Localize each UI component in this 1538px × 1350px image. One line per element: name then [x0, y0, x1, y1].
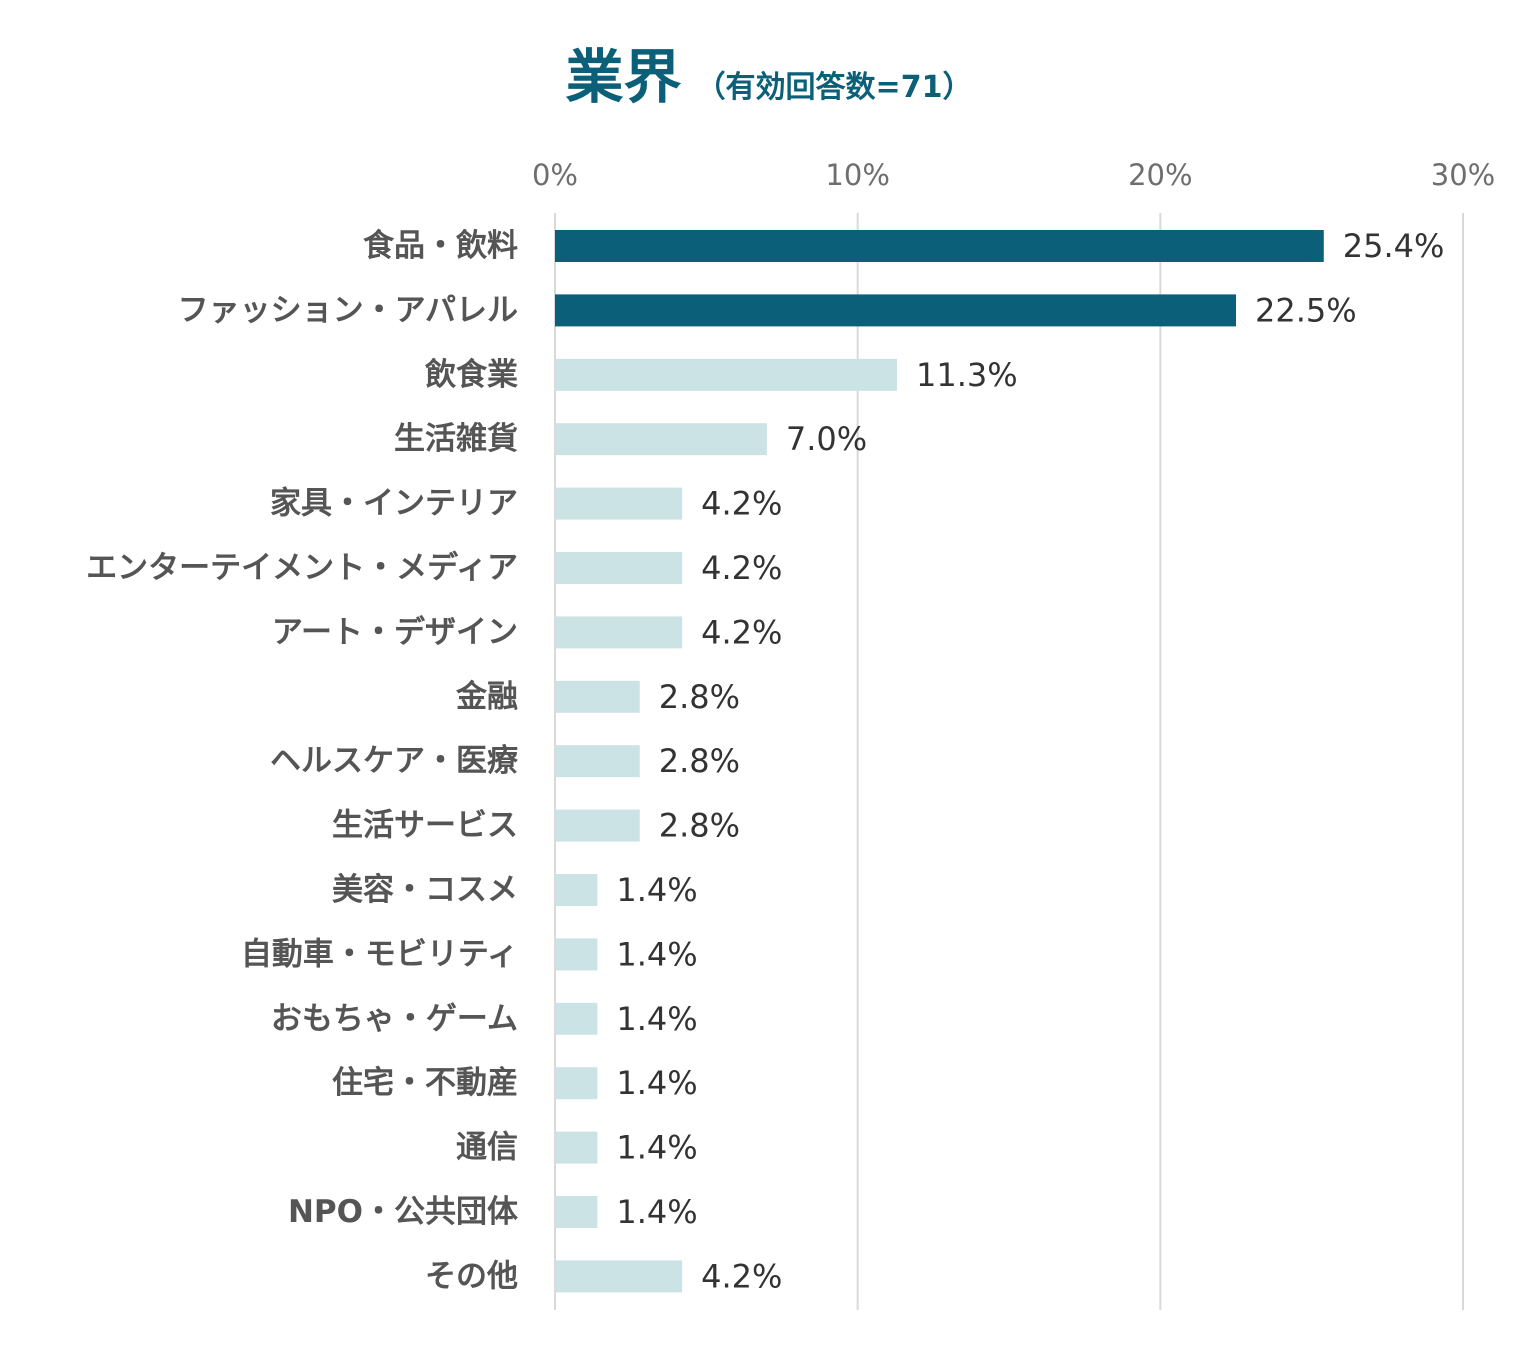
bar — [555, 874, 598, 906]
bar — [555, 1002, 598, 1035]
bar — [555, 1067, 598, 1100]
category-label: 食品・飲料 — [363, 228, 518, 264]
chart-title: 業界 （有効回答数=71） — [0, 30, 1538, 114]
category-label: 自動車・モビリティ — [241, 936, 518, 972]
data-label: 22.5% — [1255, 291, 1357, 329]
category-label: 飲食業 — [425, 357, 518, 393]
bar — [555, 358, 898, 391]
category-label: エンターテイメント・メディア — [86, 550, 518, 586]
x-tick-label: 30% — [1431, 158, 1495, 192]
category-label: ヘルスケア・医療 — [270, 743, 518, 779]
data-label: 11.3% — [916, 356, 1018, 394]
bar — [555, 1260, 683, 1293]
bar — [555, 809, 640, 842]
category-label: 生活サービス — [332, 808, 518, 844]
category-label: 家具・インテリア — [270, 486, 518, 522]
category-label: 通信 — [456, 1130, 518, 1166]
bar — [555, 423, 767, 456]
category-label: 金融 — [455, 679, 518, 715]
value-labels: 25.4%22.5%11.3%7.0%4.2%4.2%4.2%2.8%2.8%2… — [616, 227, 1444, 1295]
data-label: 1.4% — [616, 1129, 697, 1167]
category-label: ファッション・アパレル — [178, 292, 518, 328]
data-label: 1.4% — [616, 935, 697, 973]
chart-title-sub: （有効回答数=71） — [695, 70, 973, 105]
x-axis-ticks: 0% 10% 20% 30% — [532, 158, 1495, 192]
data-label: 4.2% — [701, 1257, 782, 1295]
category-label: NPO・公共団体 — [288, 1194, 518, 1230]
data-label: 1.4% — [616, 1000, 697, 1038]
chart-title-main: 業界 — [565, 43, 682, 111]
bar — [555, 1131, 598, 1164]
data-label: 2.8% — [659, 742, 740, 780]
bar — [555, 487, 683, 520]
data-label: 1.4% — [616, 1064, 697, 1102]
data-label: 25.4% — [1343, 227, 1445, 265]
category-label: 住宅・不動産 — [332, 1065, 518, 1101]
category-label: 生活雑貨 — [394, 421, 518, 457]
data-label: 4.2% — [701, 549, 782, 587]
bar — [555, 294, 1236, 327]
category-label: アート・デザイン — [272, 614, 518, 650]
data-label: 2.8% — [659, 678, 740, 716]
bar — [555, 680, 640, 713]
data-label: 1.4% — [616, 871, 697, 909]
bar — [555, 938, 598, 971]
category-labels: 食品・飲料ファッション・アパレル飲食業生活雑貨家具・インテリアエンターテイメント… — [86, 228, 518, 1294]
bar — [555, 1196, 598, 1228]
bar — [555, 230, 1324, 262]
category-label: 美容・コスメ — [332, 872, 518, 908]
data-label: 4.2% — [701, 613, 782, 651]
data-label: 4.2% — [701, 485, 782, 523]
x-tick-label: 10% — [825, 158, 889, 192]
data-label: 7.0% — [786, 420, 867, 458]
bars — [555, 230, 1324, 1293]
bar — [555, 552, 683, 584]
category-label: その他 — [425, 1258, 518, 1294]
category-label: おもちゃ・ゲーム — [271, 1001, 518, 1037]
data-label: 2.8% — [659, 807, 740, 845]
bar — [555, 745, 640, 778]
x-tick-label: 0% — [532, 158, 578, 192]
bar — [555, 616, 683, 649]
x-tick-label: 20% — [1128, 158, 1192, 192]
data-label: 1.4% — [616, 1193, 697, 1231]
